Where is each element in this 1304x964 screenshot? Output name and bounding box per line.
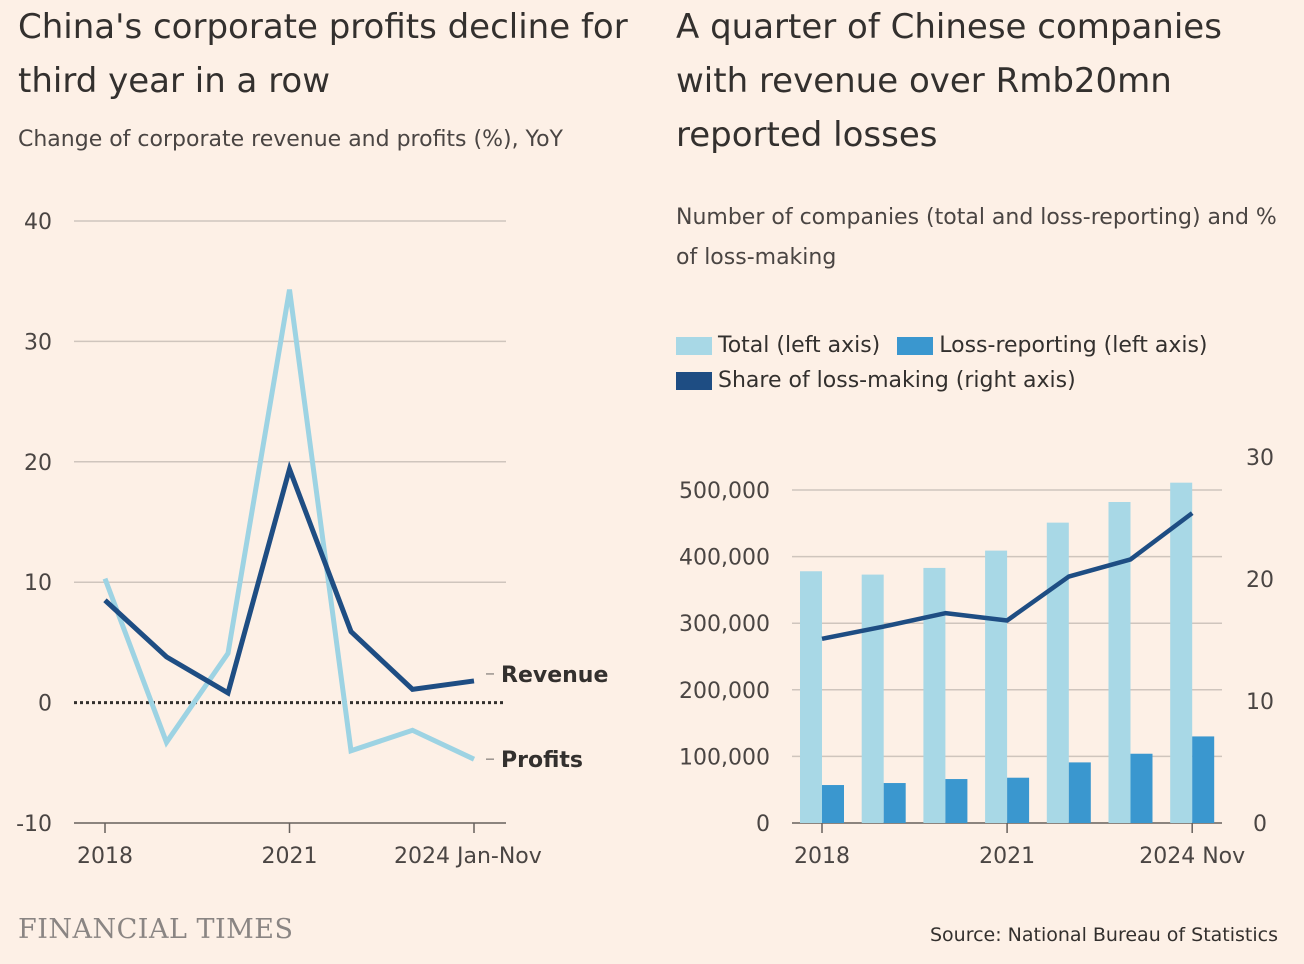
- right-y2-tick-label: 20: [1246, 568, 1274, 593]
- right-chart-title: A quarter of Chinese companies with reve…: [676, 7, 1222, 155]
- legend-label-share: Share of loss-making (right axis): [718, 368, 1076, 393]
- legend-item-share: Share of loss-making (right axis): [676, 365, 1076, 397]
- right-y2-tick-label: 0: [1253, 812, 1267, 837]
- bar-total: [1046, 522, 1069, 823]
- financial-times-logo: FINANCIAL TIMES: [18, 914, 294, 945]
- right-chart-legend: Total (left axis) Loss-reporting (left a…: [676, 330, 1286, 400]
- right-x-tick-label: 2018: [794, 844, 850, 869]
- left-y-tick-label: 40: [24, 210, 52, 235]
- legend-swatch-total: [676, 337, 712, 355]
- left-y-tick-label: 10: [24, 571, 52, 596]
- bar-total: [800, 571, 822, 823]
- bar-loss-reporting: [1007, 777, 1030, 823]
- legend-swatch-loss-reporting: [897, 337, 934, 355]
- bar-loss-reporting: [1192, 736, 1215, 823]
- left-series-line-revenue: [103, 460, 475, 697]
- right-chart-subtitle: Number of companies (total and loss-repo…: [676, 205, 1277, 270]
- bar-loss-reporting: [945, 779, 968, 823]
- left-series-label-revenue: Revenue: [501, 663, 608, 688]
- left-series-label-profits: Profits: [501, 748, 583, 773]
- bar-total: [1170, 482, 1193, 823]
- right-y-tick-label: 200,000: [679, 679, 770, 704]
- legend-swatch-share: [676, 372, 712, 390]
- left-x-tick-label: 2021: [262, 844, 318, 869]
- right-y-tick-label: 500,000: [679, 479, 770, 504]
- right-y-tick-label: 300,000: [679, 612, 770, 637]
- left-y-tick-label: 30: [24, 330, 52, 355]
- left-x-tick-label: 2018: [77, 844, 133, 869]
- bar-total: [861, 574, 884, 823]
- bar-loss-reporting: [822, 785, 844, 823]
- bar-total: [923, 567, 946, 823]
- legend-item-loss-reporting: Loss-reporting (left axis): [897, 330, 1208, 362]
- left-y-tick-label: -10: [16, 812, 52, 837]
- line-share-of-loss-making: [821, 511, 1194, 641]
- source-note: Source: National Bureau of Statistics: [929, 924, 1278, 946]
- right-x-tick-label: 2024 Nov: [1139, 844, 1245, 869]
- right-y-tick-label: 100,000: [679, 745, 770, 770]
- left-chart-title: China's corporate profits decline for th…: [18, 7, 628, 101]
- right-y-tick-label: 0: [756, 812, 770, 837]
- bar-total: [1108, 501, 1131, 823]
- legend-item-total: Total (left axis): [676, 330, 880, 362]
- right-y2-tick-label: 10: [1246, 690, 1274, 715]
- left-y-tick-label: 0: [38, 692, 52, 717]
- left-y-tick-label: 20: [24, 451, 52, 476]
- bar-loss-reporting: [1130, 753, 1153, 823]
- bar-loss-reporting: [1068, 762, 1091, 823]
- bar-loss-reporting: [883, 783, 906, 823]
- right-y-tick-label: 400,000: [679, 546, 770, 571]
- bar-total: [985, 550, 1008, 823]
- legend-label-loss-reporting: Loss-reporting (left axis): [939, 333, 1208, 358]
- legend-label-total: Total (left axis): [718, 333, 881, 358]
- left-x-tick-label: 2024 Jan-Nov: [394, 844, 542, 869]
- right-y2-tick-label: 30: [1246, 446, 1274, 471]
- left-chart-subtitle: Change of corporate revenue and profits …: [18, 127, 563, 152]
- right-x-tick-label: 2021: [979, 844, 1035, 869]
- left-series-line-profits: [102, 289, 476, 762]
